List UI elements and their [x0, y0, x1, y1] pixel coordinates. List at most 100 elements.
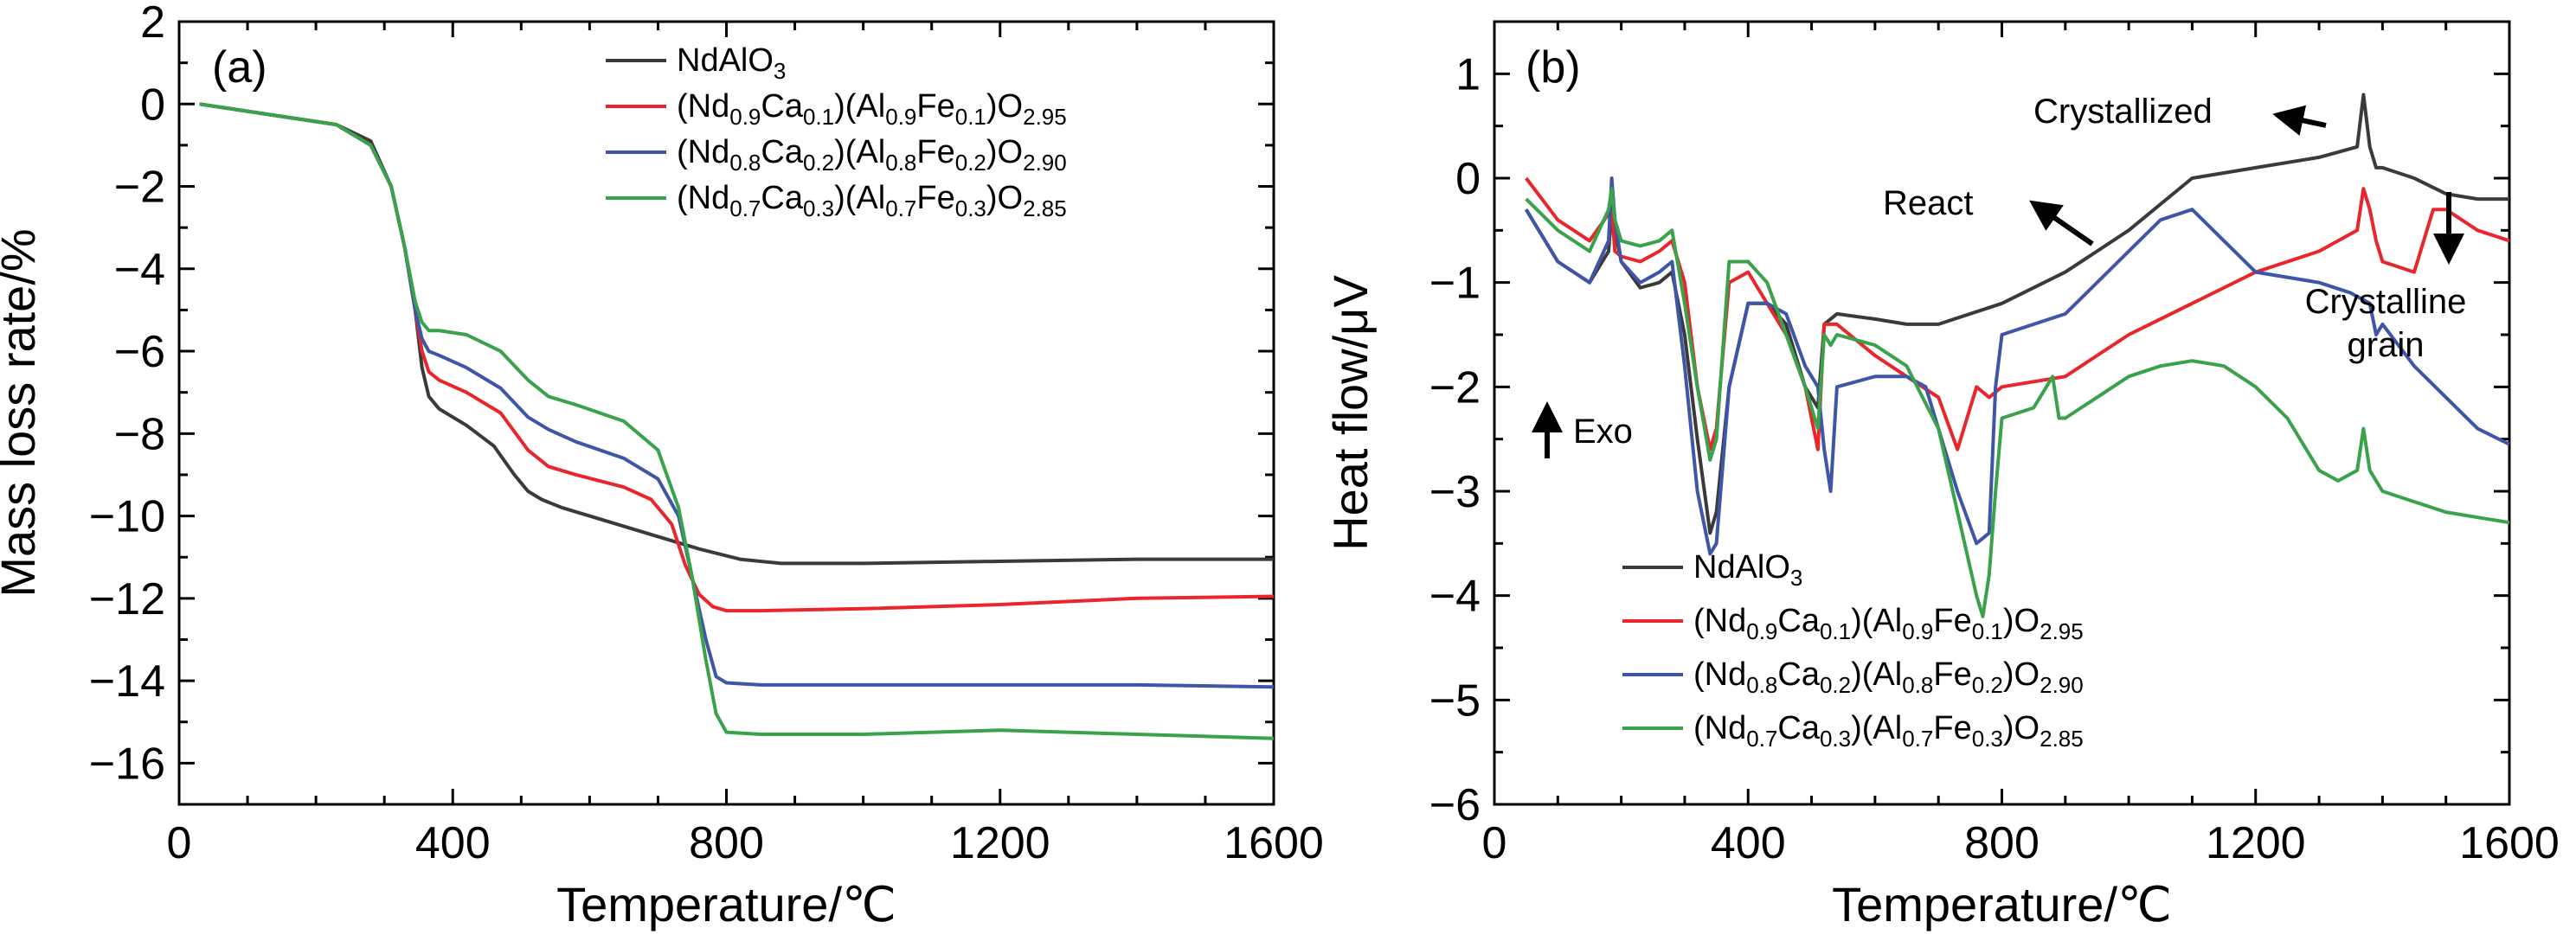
x-tick-label: 1200 — [950, 818, 1050, 868]
series-line-2 — [1524, 176, 2509, 556]
annotation-react: React — [1883, 184, 1974, 222]
y-tick-label: −1 — [1429, 259, 1481, 309]
legend-label-part: Fe — [916, 134, 954, 170]
legend-label-part: 0.1 — [955, 104, 986, 130]
legend-label-part: 0.8 — [729, 150, 761, 176]
y-tick-label: −10 — [89, 492, 165, 542]
legend-label-part: 0.1 — [1820, 618, 1851, 644]
legend-label-part: 0.1 — [1972, 618, 2003, 644]
legend-label-part: Ca — [1777, 603, 1820, 639]
legend-label-part: Fe — [916, 180, 954, 216]
legend-label-part: 0.9 — [885, 104, 916, 130]
y-tick-label: −2 — [1429, 362, 1481, 413]
legend-label-part: )(Al — [834, 180, 885, 216]
series-line-3 — [1525, 187, 2509, 618]
y-tick-label: −3 — [1429, 467, 1481, 517]
legend-label-part: )(Al — [1851, 710, 1902, 746]
legend-label-part: (Nd — [1693, 710, 1746, 746]
annotation-exo: Exo — [1573, 413, 1633, 451]
series-line-1 — [1525, 176, 2509, 451]
legend-label-part: 0.1 — [803, 104, 834, 130]
legend-label-part: 0.8 — [885, 150, 916, 176]
legend-label-part: 2.95 — [1023, 104, 1067, 130]
series-line-1 — [199, 102, 1274, 613]
legend-label: (Nd0.9Ca0.1)(Al0.9Fe0.1)O2.95 — [677, 88, 1067, 130]
legend-label-part: (Nd — [677, 134, 729, 170]
y-tick-label: −6 — [114, 327, 165, 377]
legend-label-part: )O — [2003, 710, 2040, 746]
legend-label-part: 2.85 — [2040, 726, 2084, 752]
panel-label: (a) — [212, 42, 267, 93]
y-tick-label: −16 — [89, 739, 165, 789]
legend-label-part: )O — [2003, 656, 2040, 693]
legend-label-part: 3 — [774, 58, 786, 84]
y-tick-label: −4 — [1429, 572, 1481, 622]
legend-label-part: 0.3 — [955, 195, 986, 221]
legend-label-part: 0.9 — [1902, 618, 1933, 644]
legend-label: (Nd0.8Ca0.2)(Al0.8Fe0.2)O2.90 — [1693, 656, 2084, 698]
legend-label-part: NdAlO — [677, 42, 774, 79]
annotations: Crystallized React Crystalline grain Exo — [1532, 93, 2467, 458]
y-tick-label: 0 — [1455, 154, 1481, 204]
legend-label-part: Ca — [761, 88, 803, 125]
legend-label-part: 0.3 — [1820, 726, 1851, 752]
legend-label-part: Ca — [761, 134, 803, 170]
legend-label: (Nd0.7Ca0.3)(Al0.7Fe0.3)O2.85 — [677, 180, 1067, 221]
y-tick-label: 2 — [140, 0, 165, 48]
series-line-3 — [199, 102, 1274, 740]
legend-label-part: 0.2 — [955, 150, 986, 176]
legend-label-part: 0.8 — [1746, 672, 1777, 698]
legend-label-part: 0.7 — [885, 195, 916, 221]
legend-label-part: 0.2 — [803, 150, 834, 176]
legend-label-part: Ca — [1777, 710, 1820, 746]
y-tick-label: −6 — [1429, 780, 1481, 830]
panel-label: (b) — [1526, 42, 1581, 93]
y-tick-label: −2 — [114, 163, 165, 213]
x-tick-label: 0 — [167, 818, 192, 868]
legend-label-part: )O — [986, 134, 1023, 170]
legend-label-part: 0.7 — [729, 195, 761, 221]
chart-panel-a: 0 400 800 1200 1600 2 0 −2 −4 −6 −8 −10 −12 −14 −16 Tem… — [0, 0, 1324, 931]
legend: NdAlO3(Nd0.9Ca0.1)(Al0.9Fe0.1)O2.95(Nd0.… — [1622, 549, 2084, 752]
y-tick-label: −14 — [89, 656, 165, 707]
legend-label-part: Fe — [1933, 710, 1971, 746]
legend-label-part: 0.7 — [1902, 726, 1933, 752]
legend-label: NdAlO3 — [1693, 549, 1802, 591]
legend-label-part: Ca — [1777, 656, 1820, 693]
legend-label-part: Fe — [916, 88, 954, 125]
legend-label: (Nd0.7Ca0.3)(Al0.7Fe0.3)O2.85 — [1693, 710, 2084, 752]
legend-label: NdAlO3 — [677, 42, 786, 84]
y-tick-label: −5 — [1429, 675, 1481, 726]
x-tick-label: 1600 — [2459, 818, 2560, 868]
y-tick-label: 0 — [140, 80, 165, 130]
legend-label-part: 0.9 — [1746, 618, 1777, 644]
legend-label-part: (Nd — [677, 88, 729, 125]
annotation-crystalline: Crystalline — [2305, 283, 2467, 321]
arrow-react — [2029, 200, 2094, 246]
x-tick-label: 1600 — [1224, 818, 1324, 868]
legend-label-part: (Nd — [677, 180, 729, 216]
legend-label-part: 0.9 — [729, 104, 761, 130]
x-axis-title: Temperature/℃ — [1832, 877, 2172, 931]
legend-label-part: Fe — [1933, 603, 1971, 639]
y-tick-label: −4 — [114, 245, 165, 295]
arrow-crystallized — [2272, 105, 2327, 136]
legend-label-part: 2.90 — [1023, 150, 1067, 176]
legend-label-part: )O — [986, 88, 1023, 125]
legend-label-part: (Nd — [1693, 656, 1746, 693]
legend-label-part: 2.90 — [2040, 672, 2084, 698]
y-axis-title: Mass loss rate/% — [0, 228, 45, 597]
legend-label-part: )O — [986, 180, 1023, 216]
legend-label-part: )(Al — [1851, 656, 1902, 693]
legend-label-part: 0.7 — [1746, 726, 1777, 752]
legend-label-part: 0.8 — [1902, 672, 1933, 698]
legend-label: (Nd0.8Ca0.2)(Al0.8Fe0.2)O2.90 — [677, 134, 1067, 176]
legend-label-part: 0.2 — [1820, 672, 1851, 698]
x-axis-title: Temperature/℃ — [556, 877, 896, 931]
legend-label-part: )O — [2003, 603, 2040, 639]
y-tick-label: 1 — [1455, 49, 1481, 99]
y-tick-label: −8 — [114, 409, 165, 459]
annotation-crystallized: Crystallized — [2033, 93, 2213, 131]
legend-label-part: 0.2 — [1972, 672, 2003, 698]
